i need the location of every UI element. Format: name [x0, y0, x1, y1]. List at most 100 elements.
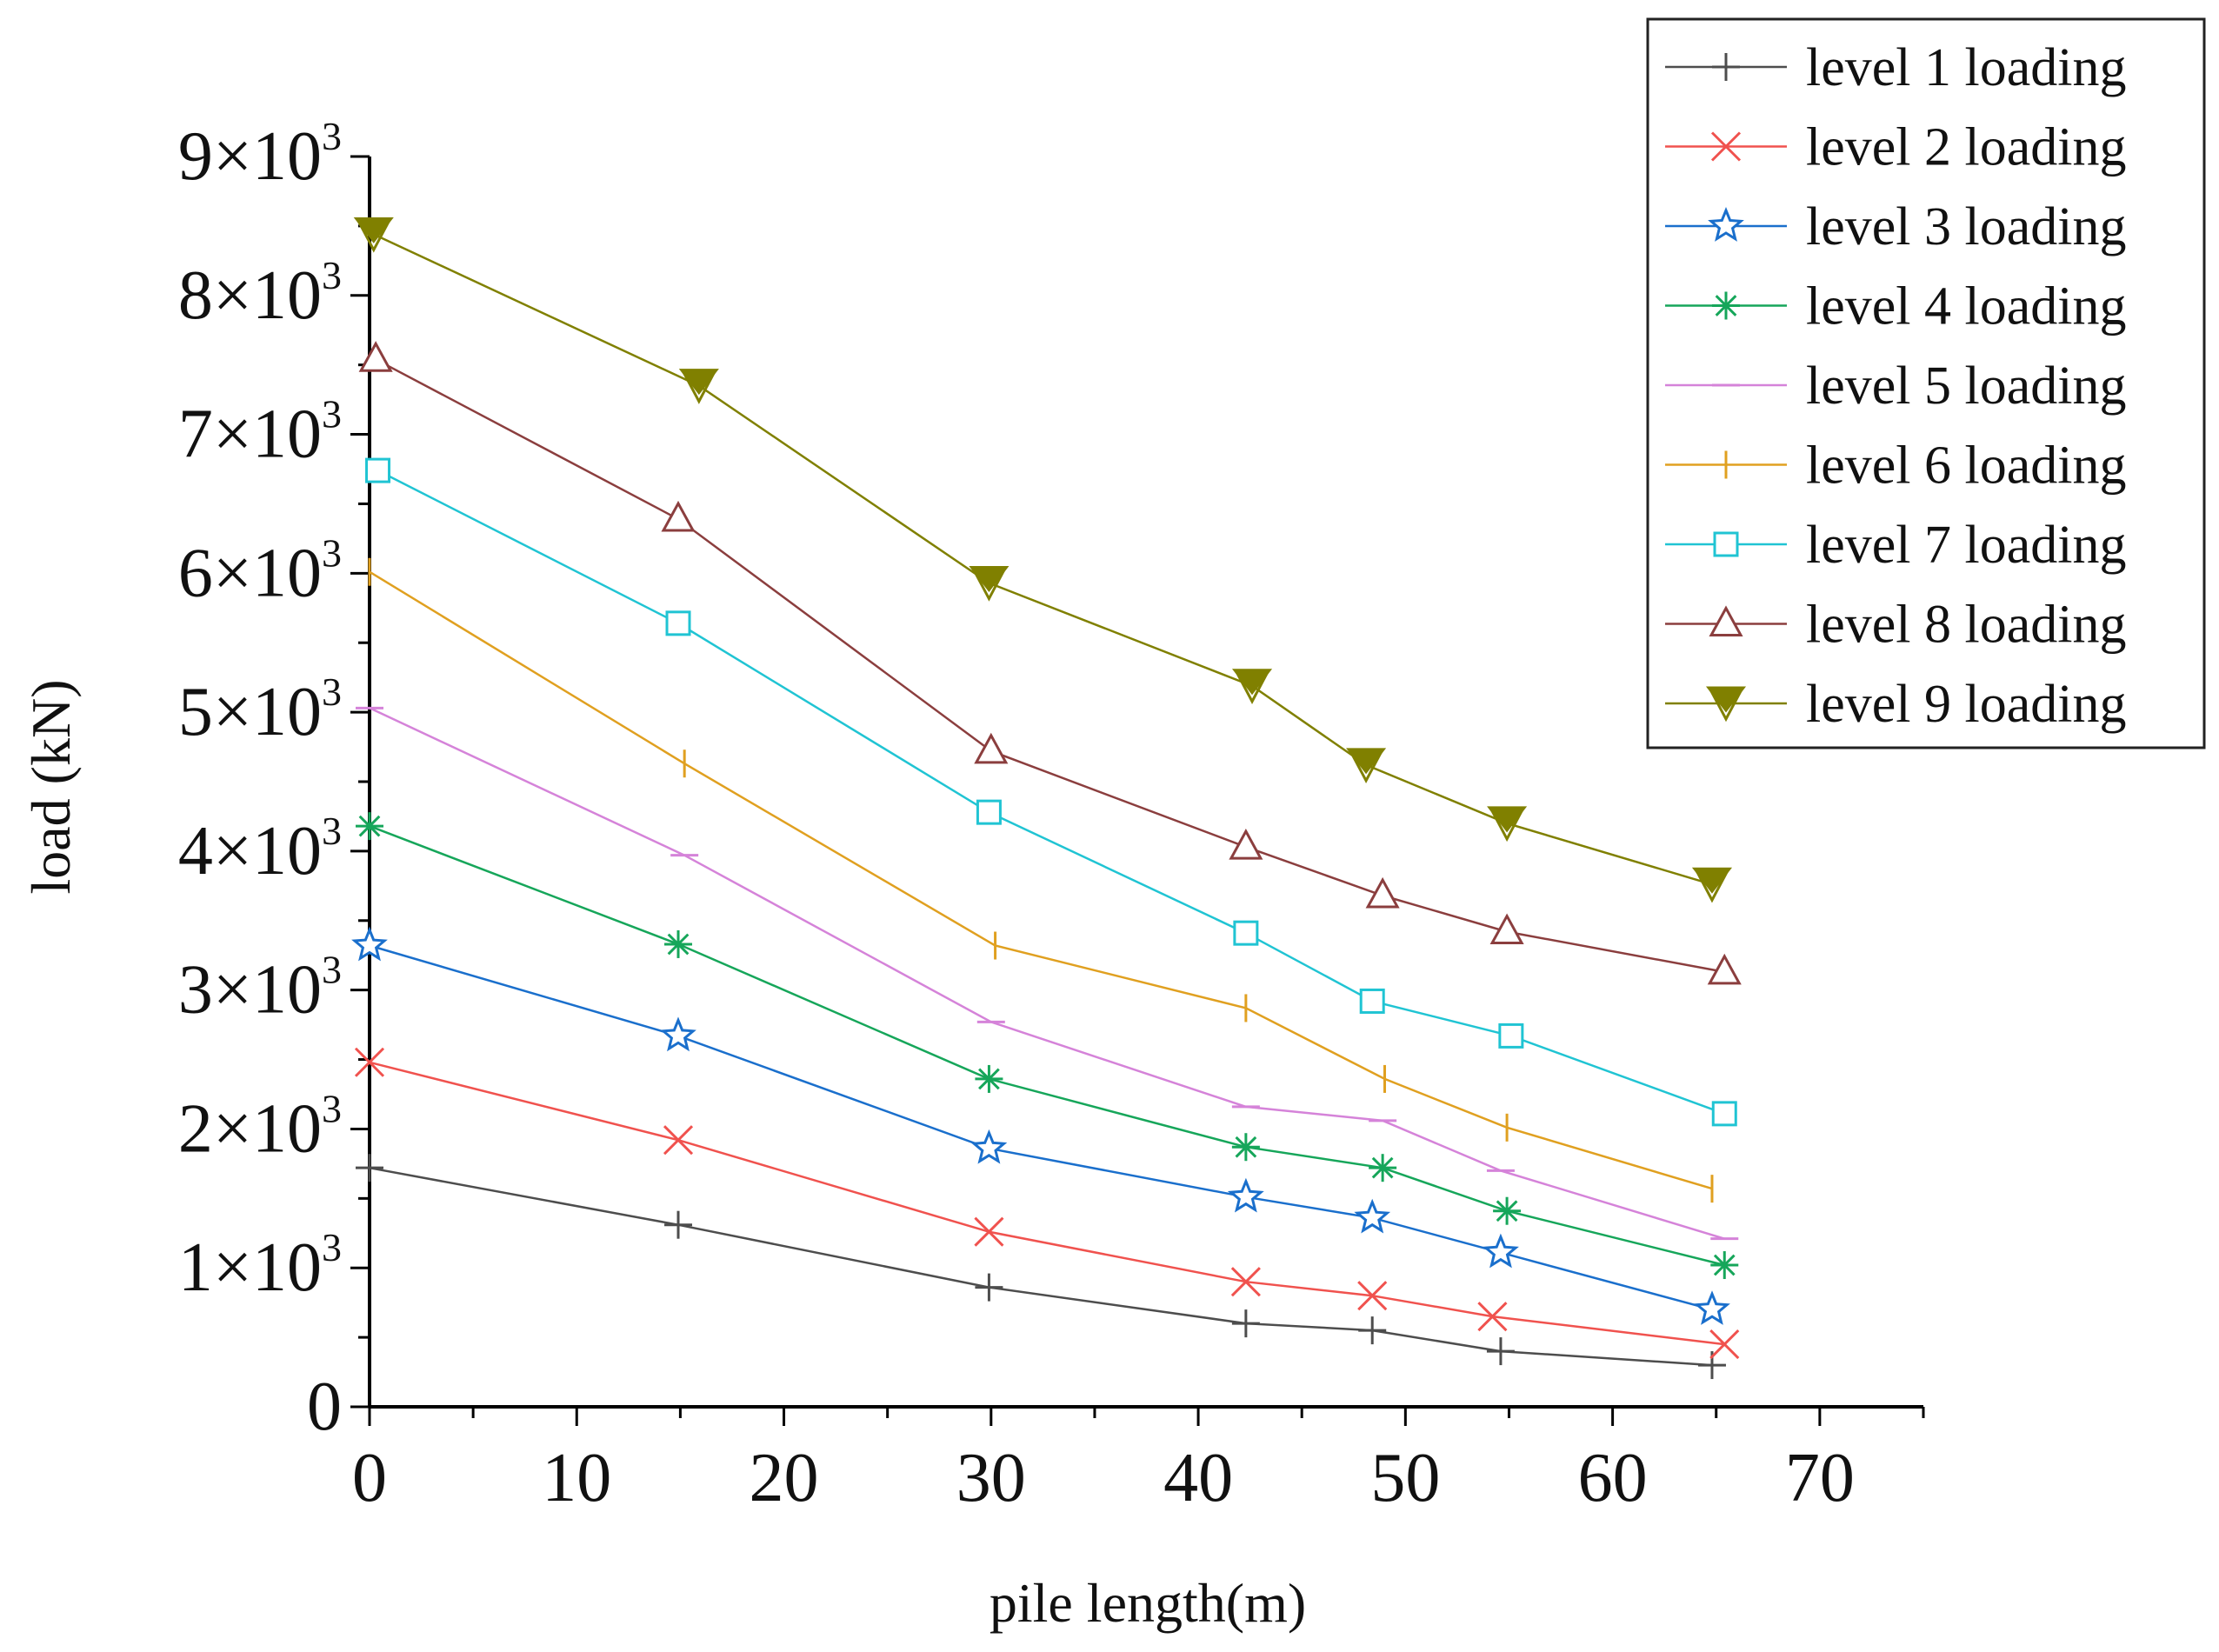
- marker-shape: [1498, 1023, 1524, 1049]
- data-point: [974, 732, 1009, 764]
- marker-stroke: [974, 1216, 1004, 1247]
- series-9: [353, 216, 1733, 903]
- data-point: [976, 799, 1002, 825]
- marker-stroke: [1230, 1267, 1261, 1297]
- data-point: [1359, 988, 1385, 1014]
- marker-shape: [1711, 1101, 1737, 1127]
- legend-marker: [1713, 531, 1739, 557]
- x-tick-label: 10: [542, 1440, 611, 1516]
- series-3: [351, 926, 1730, 1325]
- data-point: [678, 369, 719, 404]
- marker-shape: [1708, 688, 1744, 723]
- legend-marker: [1708, 207, 1744, 242]
- data-point: [664, 1210, 693, 1239]
- data-point: [353, 216, 394, 253]
- marker-shape: [678, 369, 719, 396]
- x-tick-label: 70: [1785, 1440, 1855, 1516]
- series-5: [356, 706, 1739, 1241]
- series-4: [356, 812, 1739, 1280]
- data-point: [1229, 828, 1263, 860]
- series-line: [375, 358, 1725, 974]
- legend-label: level 8 loading: [1806, 596, 2126, 655]
- data-point: [1477, 1302, 1508, 1332]
- legend-marker: [1712, 53, 1740, 81]
- marker-shape: [1354, 1198, 1391, 1234]
- legend-item: level 8 loading: [1665, 596, 2126, 655]
- legend-item: level 2 loading: [1665, 118, 2126, 177]
- data-point: [1711, 1101, 1737, 1127]
- legend-item: level 1 loading: [1665, 38, 2126, 97]
- legend-marker: [1712, 291, 1740, 320]
- data-point: [1691, 867, 1733, 903]
- marker-shape: [1229, 828, 1263, 860]
- y-tick-label: 7×103: [178, 392, 342, 473]
- data-point: [1707, 953, 1742, 985]
- legend: level 1 loading level 2 loading level 3 lo…: [1646, 17, 2206, 749]
- data-point: [660, 1016, 696, 1052]
- legend-box: [1646, 17, 2206, 749]
- data-point: [1358, 1316, 1387, 1345]
- axes-layer: 0 10 20 30 40 50 60 70 0 1×103 2×103 3×103 4×103 5×10…: [178, 114, 1925, 1516]
- marker-stroke: [978, 1068, 1000, 1090]
- data-point: [1693, 1290, 1730, 1325]
- marker-shape: [970, 1129, 1008, 1164]
- data-point: [1493, 1196, 1522, 1225]
- marker-shape: [1705, 686, 1747, 713]
- legend-label: level 9 loading: [1806, 675, 2126, 734]
- marker-shape: [681, 370, 717, 404]
- series-1: [356, 1154, 1726, 1380]
- x-tick-label: 60: [1578, 1440, 1648, 1516]
- marker-shape: [660, 1016, 696, 1052]
- marker-shape: [969, 566, 1010, 592]
- marker-shape: [1713, 531, 1739, 557]
- data-point: [665, 610, 691, 636]
- data-point: [354, 1047, 385, 1077]
- marker-shape: [1709, 605, 1743, 636]
- data-point: [1486, 1337, 1515, 1366]
- data-point: [1231, 669, 1273, 704]
- marker-stroke: [1371, 1156, 1394, 1179]
- marker-stroke: [663, 1125, 694, 1156]
- data-point: [365, 457, 391, 483]
- legend-item: level 5 loading: [1665, 356, 2126, 416]
- y-tick-label: 9×103: [178, 114, 342, 195]
- series-line: [369, 1061, 1725, 1346]
- marker-shape: [353, 216, 394, 243]
- marker-shape: [1487, 806, 1528, 833]
- x-tick-label: 40: [1163, 1440, 1233, 1516]
- marker-shape: [1346, 748, 1387, 775]
- data-point: [1483, 1233, 1519, 1269]
- marker-shape: [1227, 1177, 1264, 1213]
- legend-label: level 6 loading: [1806, 436, 2126, 496]
- marker-shape: [365, 457, 391, 483]
- marker-shape: [1234, 670, 1270, 704]
- marker-shape: [356, 218, 392, 253]
- marker-stroke: [1357, 1281, 1388, 1311]
- y-tick-label: 8×103: [178, 253, 342, 334]
- x-tick-label: 30: [956, 1440, 1026, 1516]
- y-tick-label: 6×103: [178, 530, 342, 611]
- marker-shape: [1489, 808, 1525, 843]
- legend-marker: [1709, 605, 1743, 636]
- data-point: [661, 500, 696, 532]
- series-layer: [351, 216, 1742, 1380]
- marker-stroke: [358, 815, 381, 837]
- legend-label: level 7 loading: [1806, 516, 2126, 575]
- marker-shape: [970, 568, 1007, 602]
- marker-shape: [1233, 920, 1259, 946]
- marker-shape: [1231, 669, 1273, 696]
- y-tick-label: 3×103: [178, 948, 342, 1029]
- marker-shape: [358, 341, 393, 372]
- marker-shape: [976, 799, 1002, 825]
- series-6: [368, 557, 1714, 1203]
- marker-stroke: [1713, 1254, 1736, 1276]
- data-point: [1227, 1177, 1264, 1213]
- data-point: [1354, 1198, 1391, 1234]
- legend-marker: [1710, 131, 1742, 162]
- data-point: [1231, 1133, 1260, 1162]
- data-point: [974, 1216, 1004, 1247]
- y-tick-label: 1×103: [178, 1225, 342, 1306]
- data-point: [975, 1273, 1003, 1302]
